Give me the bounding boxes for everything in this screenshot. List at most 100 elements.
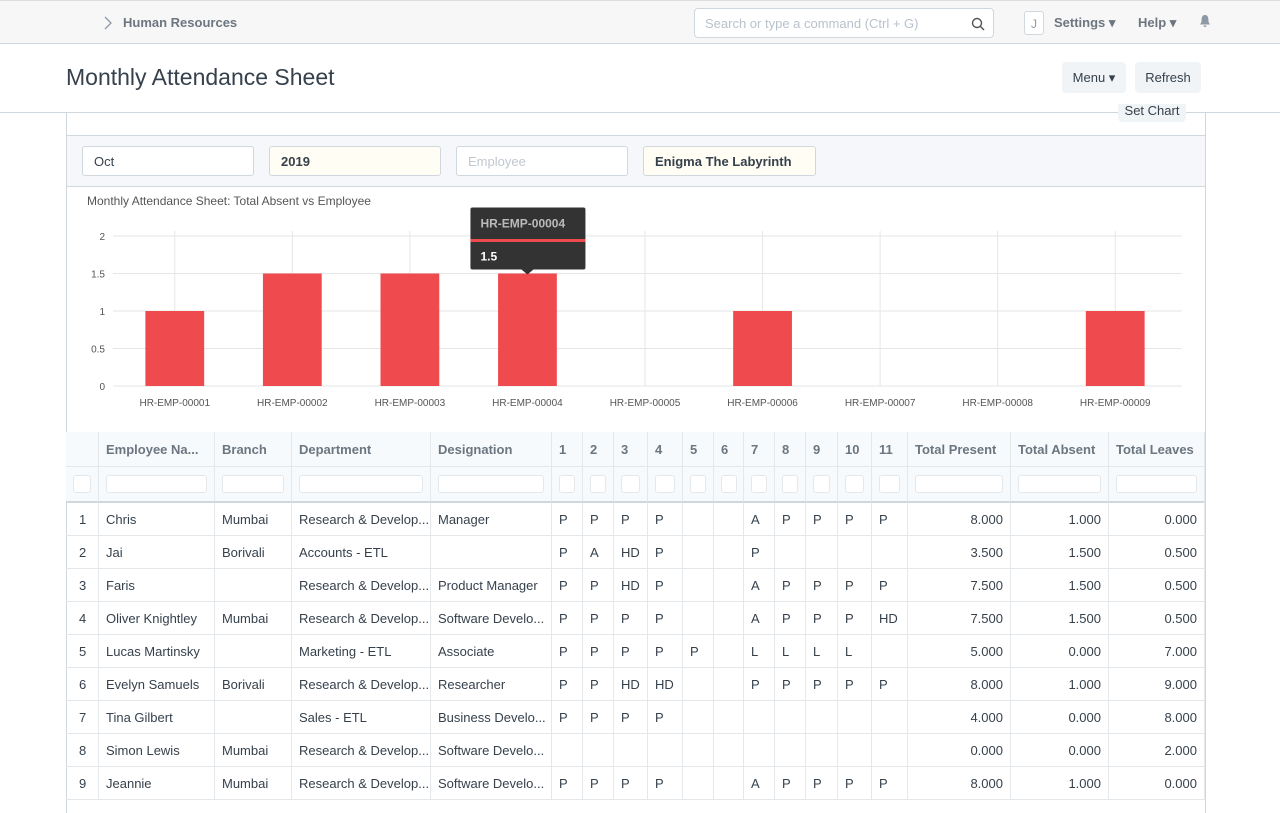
company-filter[interactable]: Enigma The Labyrinth [643,146,816,176]
table-cell: Research & Develop... [292,734,431,767]
column-filter-input[interactable] [222,475,284,493]
breadcrumb[interactable]: Human Resources [123,15,238,30]
column-filter-input[interactable] [879,475,900,493]
table-cell: Software Develo... [431,767,552,800]
table-cell [614,734,648,767]
column-header[interactable]: 3 [614,432,648,467]
table-cell: 6 [66,668,99,701]
filter-cell [714,467,744,503]
tooltip: HR-EMP-00004 1.5 [470,207,586,275]
search-box[interactable]: Search or type a command (Ctrl + G) [694,8,994,38]
column-header[interactable]: 6 [714,432,744,467]
table-cell: L [838,635,872,668]
table-cell: L [806,635,838,668]
column-filter-input[interactable] [751,475,767,493]
column-header[interactable]: 5 [683,432,714,467]
column-header[interactable]: 10 [838,432,872,467]
column-filter-input[interactable] [590,475,606,493]
column-filter-input[interactable] [438,475,544,493]
table-cell [714,734,744,767]
table-cell: P [806,602,838,635]
table-cell: P [872,668,908,701]
set-chart-button[interactable]: Set Chart [1118,104,1186,122]
column-header[interactable]: 1 [552,432,583,467]
table-cell [806,701,838,734]
column-header[interactable]: Total Present [908,432,1011,467]
column-header[interactable]: 9 [806,432,838,467]
table-cell: P [552,569,583,602]
column-header[interactable]: Designation [431,432,552,467]
column-filter-input[interactable] [559,475,575,493]
column-filter-input[interactable] [1018,475,1101,493]
column-filter-input[interactable] [299,475,423,493]
filter-cell [614,467,648,503]
table-cell: 7.500 [908,602,1011,635]
column-filter-input[interactable] [845,475,864,493]
table-cell: P [806,569,838,602]
table-cell: P [648,536,683,569]
column-header[interactable]: 2 [583,432,614,467]
employee-filter[interactable]: Employee [456,146,628,176]
table-cell: 1 [66,503,99,536]
month-filter[interactable]: Oct [82,146,254,176]
table-cell: P [806,503,838,536]
table-cell: A [744,503,775,536]
table-cell: P [648,602,683,635]
column-filter-input[interactable] [73,475,91,493]
table-cell [838,536,872,569]
column-header[interactable]: 7 [744,432,775,467]
column-filter-input[interactable] [1116,475,1197,493]
column-filter-input[interactable] [655,475,675,493]
column-header[interactable]: Total Absent [1011,432,1109,467]
y-tick-label: 0.5 [91,345,105,356]
table-cell: 2 [66,536,99,569]
column-header[interactable]: Branch [215,432,292,467]
column-filter-input[interactable] [621,475,640,493]
column-filter-input[interactable] [721,475,737,493]
table-cell: P [838,602,872,635]
table-cell: P [838,503,872,536]
navbar: Human Resources Search or type a command… [0,0,1280,44]
settings-menu[interactable]: Settings ▾ [1054,15,1116,30]
column-header[interactable]: Department [292,432,431,467]
table-cell: P [552,503,583,536]
menu-button[interactable]: Menu ▾ [1062,62,1126,93]
table-cell [215,701,292,734]
table-cell: 8.000 [908,503,1011,536]
year-filter[interactable]: 2019 [269,146,441,176]
filter-cell [648,467,683,503]
table-cell [806,734,838,767]
column-header[interactable]: 4 [648,432,683,467]
refresh-button[interactable]: Refresh [1135,62,1201,93]
table-cell: 8 [66,734,99,767]
column-header[interactable]: Total Leaves [1109,432,1205,467]
table-cell: P [583,635,614,668]
help-menu[interactable]: Help ▾ [1138,15,1177,30]
column-filter-input[interactable] [690,475,706,493]
table-cell: 0.000 [1011,635,1109,668]
avatar[interactable]: J [1024,11,1044,35]
table-cell [714,536,744,569]
bar [145,311,205,386]
table-cell: Software Develo... [431,734,552,767]
x-tick-label: HR-EMP-00003 [375,398,446,409]
table-cell: P [552,536,583,569]
table-cell: 8.000 [908,767,1011,800]
table-cell: P [806,668,838,701]
column-filter-input[interactable] [915,475,1003,493]
column-filter-input[interactable] [782,475,798,493]
column-header[interactable]: Employee Na... [99,432,215,467]
column-header[interactable]: 11 [872,432,908,467]
chart-title: Monthly Attendance Sheet: Total Absent v… [87,194,371,208]
filter-cell [66,467,99,503]
table-cell: A [744,602,775,635]
table-cell: P [775,503,806,536]
table-cell [215,635,292,668]
notification-bell[interactable] [1199,14,1211,28]
table-cell: P [775,602,806,635]
table-cell: Research & Develop... [292,767,431,800]
column-filter-input[interactable] [106,475,207,493]
column-header[interactable]: 8 [775,432,806,467]
column-filter-input[interactable] [813,475,830,493]
